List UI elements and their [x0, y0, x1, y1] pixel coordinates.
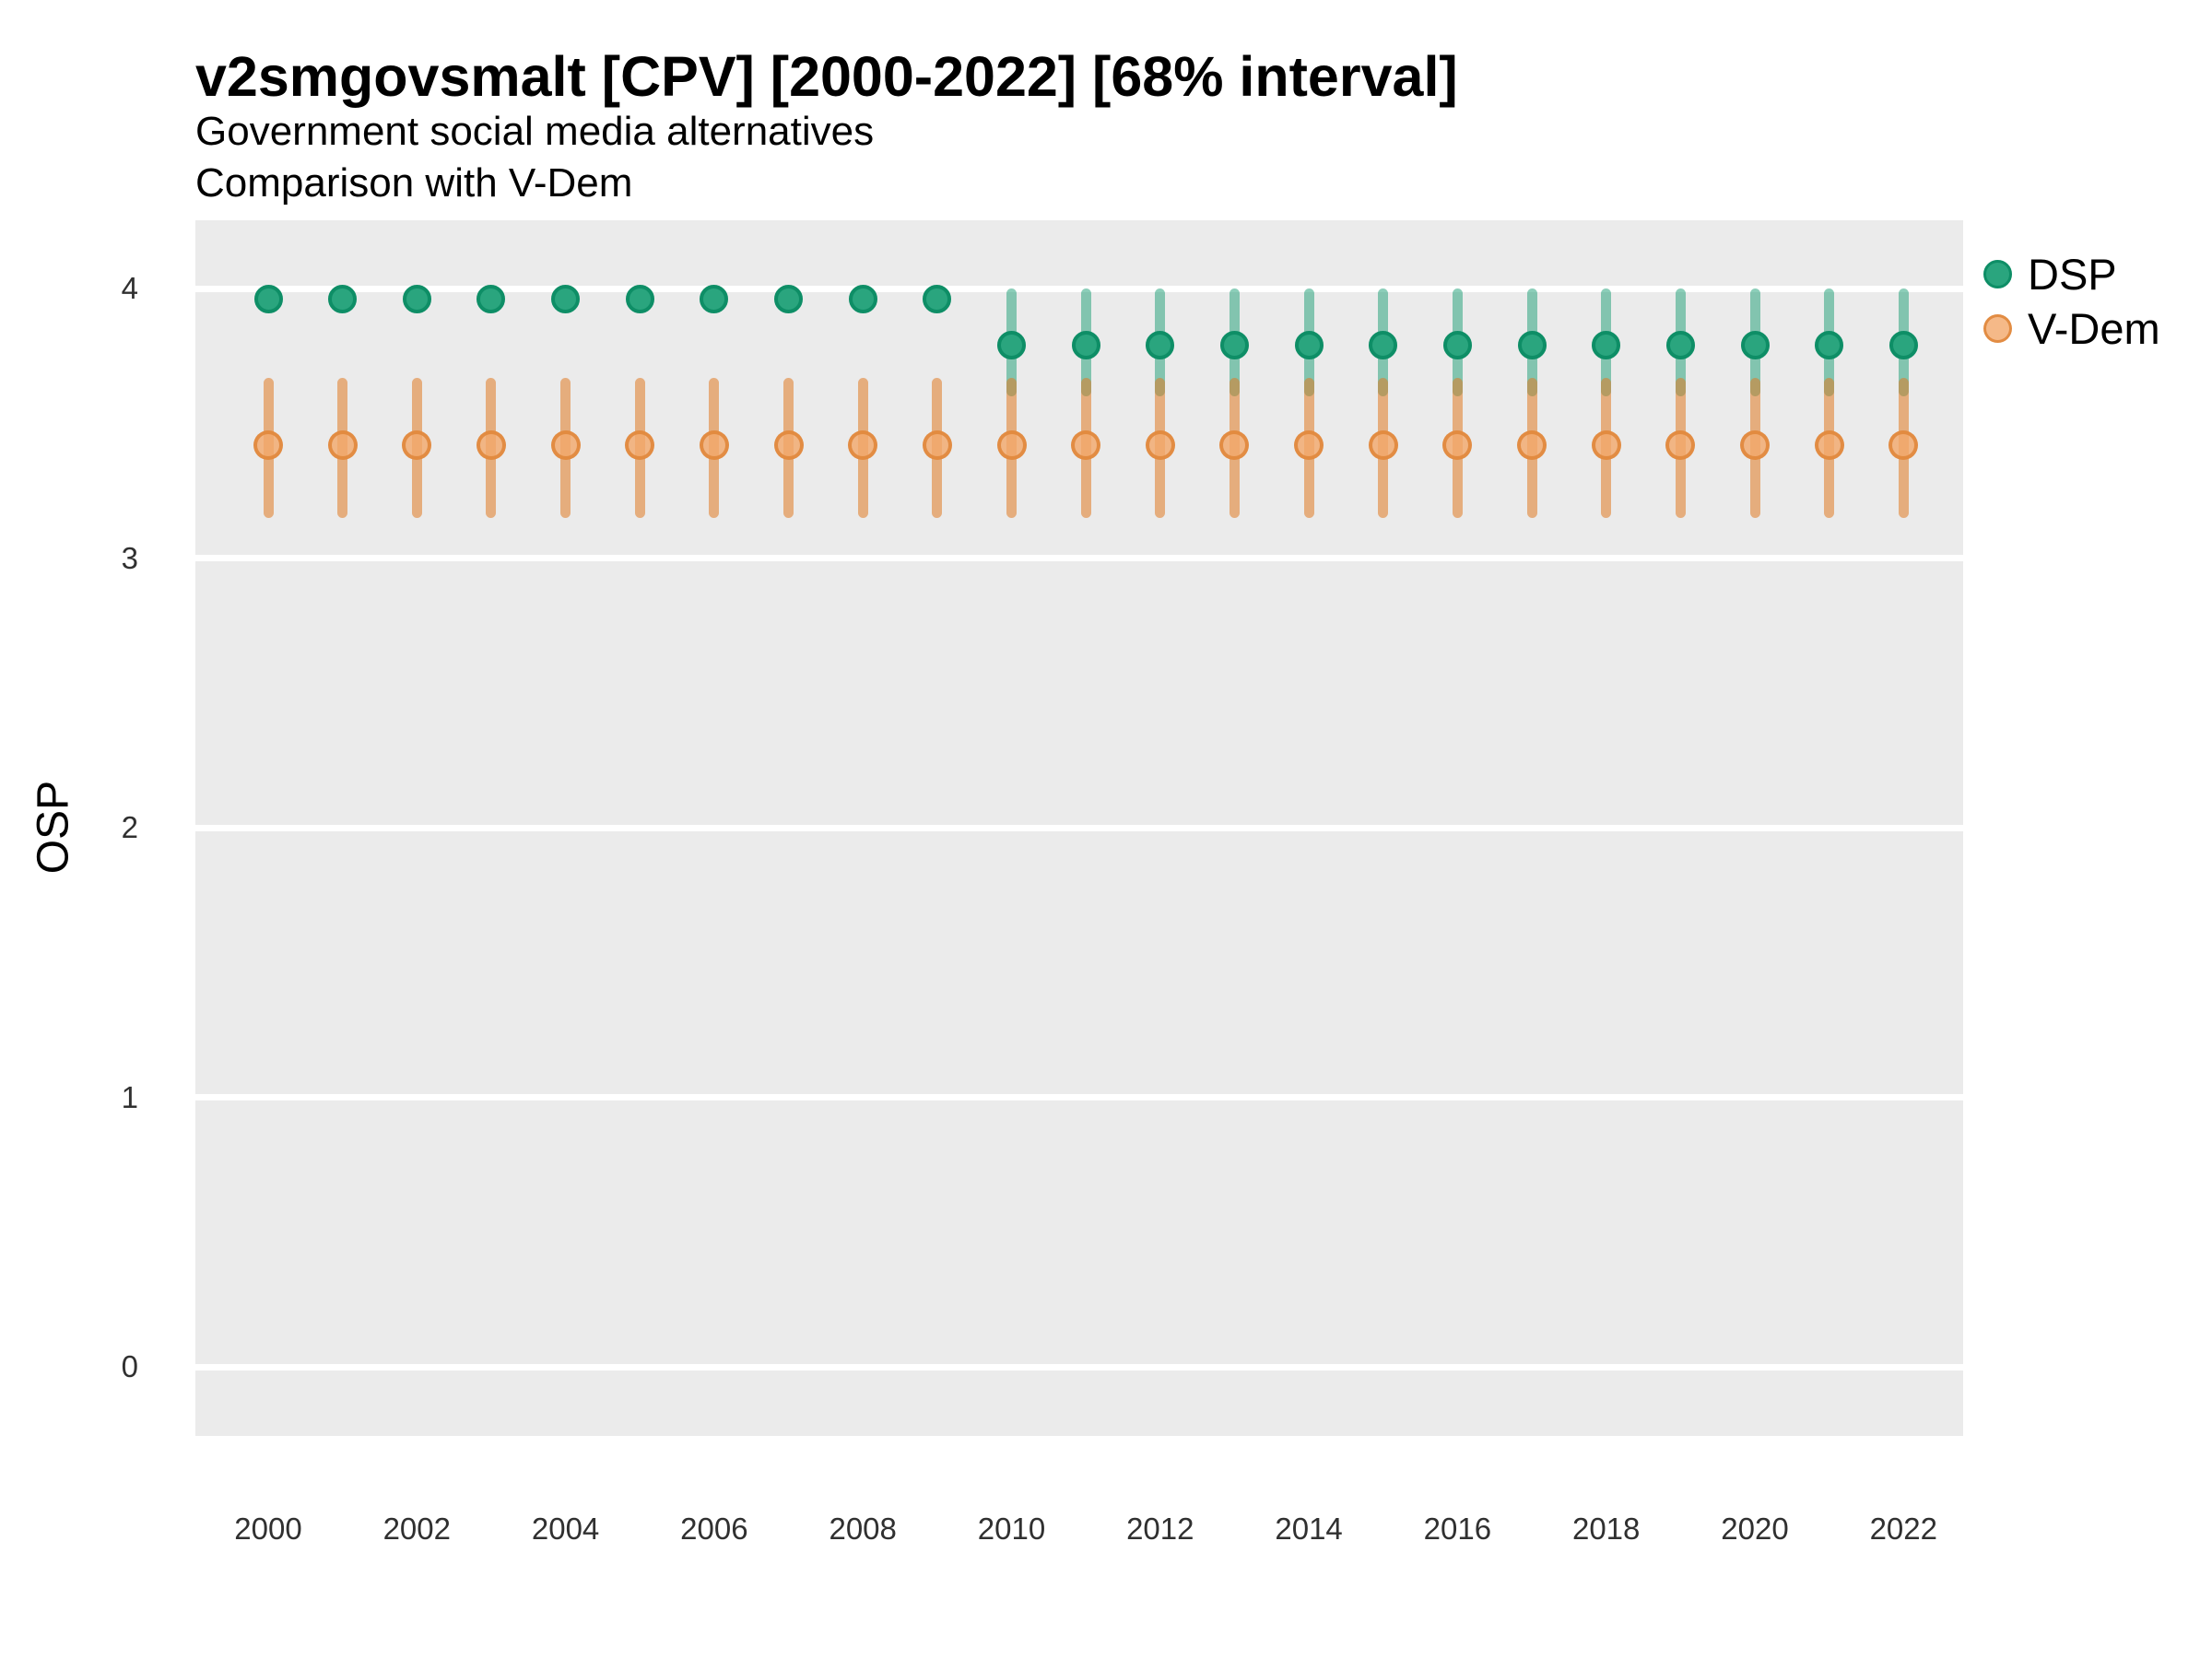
x-tick-label: 2016	[1423, 1512, 1492, 1546]
dsp-legend-swatch-icon	[1983, 260, 2012, 288]
dsp-point	[1592, 330, 1621, 359]
dsp-point	[551, 285, 581, 314]
dsp-point	[1219, 330, 1249, 359]
dsp-point	[1888, 330, 1918, 359]
x-tick-label: 2006	[680, 1512, 748, 1546]
vdem-point	[1368, 429, 1398, 460]
major-gridline	[195, 1094, 1963, 1100]
y-tick-label: 4	[121, 271, 138, 305]
vdem-legend-label: V-Dem	[2028, 304, 2160, 353]
vdem-point	[922, 429, 952, 460]
dsp-point	[253, 285, 283, 314]
legend: DSP V-Dem	[1983, 247, 2160, 356]
y-tick-label: 1	[121, 1079, 138, 1114]
vdem-point	[1517, 429, 1547, 460]
x-tick-label: 2020	[1721, 1512, 1789, 1546]
x-tick-label: 2022	[1869, 1512, 1937, 1546]
dsp-point	[1517, 330, 1547, 359]
vdem-point	[402, 429, 432, 460]
vdem-point	[699, 429, 729, 460]
x-tick-label: 2000	[234, 1512, 302, 1546]
dsp-point	[700, 285, 729, 314]
dsp-point	[1665, 330, 1695, 359]
vdem-point	[253, 429, 283, 460]
dsp-point	[477, 285, 506, 314]
x-tick-label: 2014	[1275, 1512, 1343, 1546]
dsp-point	[774, 285, 804, 314]
x-tick-label: 2008	[829, 1512, 897, 1546]
dsp-point	[1146, 330, 1175, 359]
dsp-point	[1442, 330, 1472, 359]
legend-item-vdem: V-Dem	[1983, 301, 2160, 356]
vdem-point	[1665, 429, 1696, 460]
vdem-point	[773, 429, 804, 460]
vdem-legend-swatch-icon	[1983, 314, 2012, 343]
dsp-point	[997, 330, 1026, 359]
dsp-point	[625, 285, 654, 314]
vdem-point	[1740, 429, 1770, 460]
vdem-point	[1145, 429, 1175, 460]
dsp-point	[402, 285, 431, 314]
vdem-point	[1442, 429, 1473, 460]
x-tick-label: 2004	[531, 1512, 600, 1546]
y-tick-label: 0	[121, 1349, 138, 1383]
dsp-point	[1369, 330, 1398, 359]
vdem-point	[996, 429, 1027, 460]
legend-item-dsp: DSP	[1983, 247, 2160, 301]
y-tick-label: 2	[121, 810, 138, 844]
dsp-point	[328, 285, 358, 314]
x-tick-label: 2012	[1126, 1512, 1194, 1546]
x-tick-label: 2010	[977, 1512, 1046, 1546]
major-gridline	[195, 824, 1963, 831]
vdem-point	[1294, 429, 1324, 460]
dsp-point	[923, 285, 952, 314]
chart-subtitle: Government social media alternatives	[195, 109, 875, 154]
dsp-point	[1740, 330, 1770, 359]
vdem-point	[1219, 429, 1250, 460]
major-gridline	[195, 555, 1963, 561]
chart-title: v2smgovsmalt [CPV] [2000-2022] [68% inte…	[195, 45, 1458, 108]
major-gridline	[195, 285, 1963, 292]
chart-subtitle-2: Comparison with V-Dem	[195, 160, 633, 206]
y-tick-label: 3	[121, 540, 138, 575]
dsp-point	[848, 285, 877, 314]
vdem-point	[625, 429, 655, 460]
vdem-point	[1814, 429, 1844, 460]
dsp-point	[1071, 330, 1100, 359]
dsp-point	[1815, 330, 1844, 359]
vdem-point	[1591, 429, 1621, 460]
vdem-point	[1888, 429, 1919, 460]
dsp-point	[1294, 330, 1324, 359]
vdem-point	[476, 429, 506, 460]
vdem-point	[327, 429, 358, 460]
vdem-point	[1071, 429, 1101, 460]
major-gridline	[195, 1363, 1963, 1371]
dsp-legend-label: DSP	[2028, 250, 2117, 299]
vdem-point	[848, 429, 878, 460]
plot-panel	[195, 220, 1963, 1436]
x-tick-label: 2018	[1571, 1512, 1641, 1546]
vdem-point	[550, 429, 581, 460]
x-tick-label: 2002	[382, 1512, 451, 1546]
